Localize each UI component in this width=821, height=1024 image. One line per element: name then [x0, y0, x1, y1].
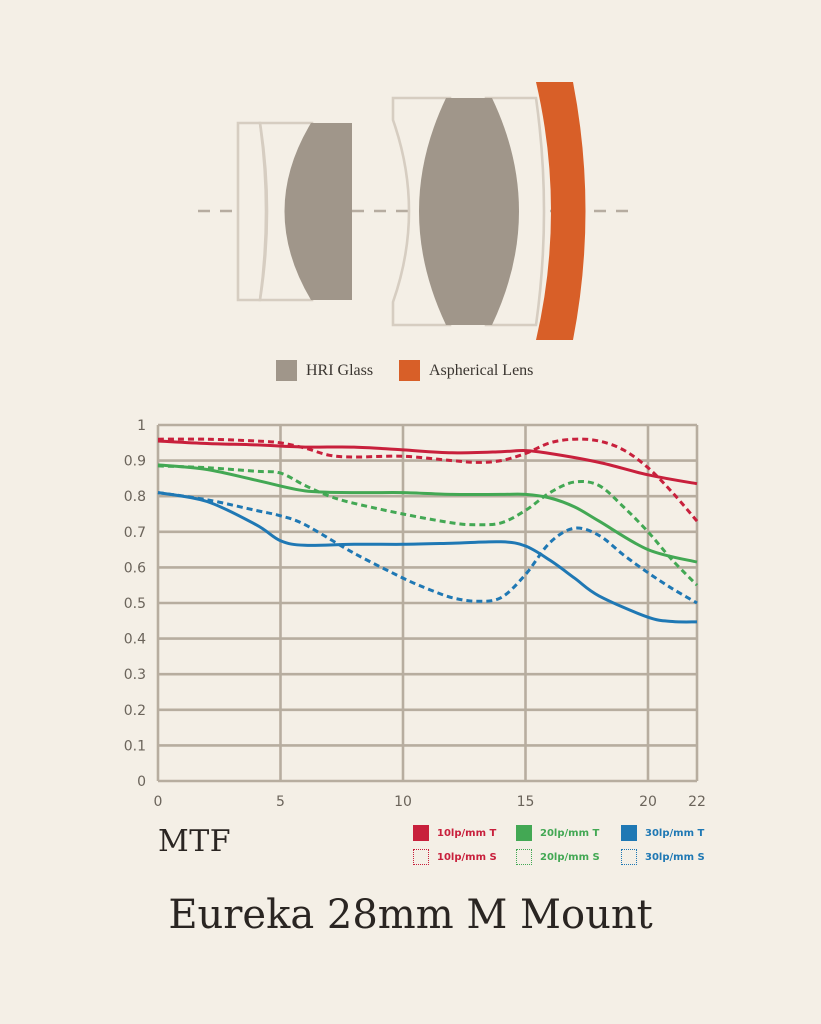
series-line-10lp-mm-s	[157, 437, 699, 523]
legend-label-20lp-s: 20lp/mm S	[540, 851, 600, 863]
legend-label-30lp-s: 30lp/mm S	[645, 851, 705, 863]
legend-item-aspherical-lens: Aspherical Lens	[399, 360, 533, 381]
hri-glass-swatch	[276, 360, 297, 381]
legend-label-10lp-t: 10lp/mm T	[437, 827, 497, 839]
hri-glass-element-3	[284, 123, 352, 300]
x-tick-label-0: 0	[154, 794, 163, 810]
y-tick-label-2: 0.2	[124, 703, 146, 719]
legend-label-30lp-t: 30lp/mm T	[645, 827, 705, 839]
legend-item-30lp-t: 30lp/mm T	[621, 825, 704, 841]
y-tick-label-9: 0.9	[124, 454, 146, 470]
legend-label-20lp-t: 20lp/mm T	[540, 827, 600, 839]
legend-item-10lp-t: 10lp/mm T	[413, 825, 496, 841]
y-tick-label-10: 1	[137, 418, 146, 434]
legend-item-10lp-s: 10lp/mm S	[413, 849, 497, 865]
x-tick-label-1: 5	[276, 794, 285, 810]
x-tick-label-2: 10	[394, 794, 412, 810]
y-tick-label-4: 0.4	[124, 632, 146, 648]
legend-label-aspherical-lens: Aspherical Lens	[429, 361, 534, 379]
legend-label-hri-glass: HRI Glass	[306, 361, 374, 379]
legend-item-hri-glass: HRI Glass	[276, 360, 373, 381]
lens-element-1	[236, 121, 268, 302]
x-tick-label-5: 22	[688, 794, 706, 810]
legend-item-20lp-s: 20lp/mm S	[516, 849, 600, 865]
y-tick-label-3: 0.3	[124, 667, 146, 683]
legend-swatch-20lp-t	[516, 825, 532, 841]
mtf-chart: 00.10.20.30.40.50.60.70.80.910 5 10 15 20 22	[124, 418, 706, 810]
series-line-10lp-mm-t	[157, 439, 698, 486]
series-line-20lp-mm-t	[157, 463, 698, 564]
x-tick-label-4: 20	[639, 794, 657, 810]
series-legend: 10lp/mm T 10lp/mm S 20lp/mm T 20lp/mm S …	[410, 824, 710, 870]
series-line-20lp-mm-s	[157, 464, 699, 587]
hri-glass-element-6	[419, 98, 519, 325]
series-line-30lp-mm-t	[157, 491, 698, 624]
legend-swatch-30lp-t	[621, 825, 637, 841]
mtf-label: MTF	[158, 824, 232, 859]
y-tick-label-7: 0.7	[124, 525, 146, 541]
x-tick-label-3: 15	[517, 794, 535, 810]
y-tick-label-0: 0	[137, 774, 146, 790]
y-tick-label-6: 0.6	[124, 560, 146, 576]
y-tick-label-1: 0.1	[124, 738, 146, 754]
series-line-30lp-mm-s	[157, 491, 698, 605]
legend-item-30lp-s: 30lp/mm S	[621, 849, 705, 865]
legend-swatch-30lp-s	[621, 849, 637, 865]
legend-item-20lp-t: 20lp/mm T	[516, 825, 599, 841]
diagram-legend: HRI Glass Aspherical Lens	[0, 360, 821, 384]
legend-swatch-10lp-s	[413, 849, 429, 865]
aspherical-lens-swatch	[399, 360, 420, 381]
y-tick-label-5: 0.5	[124, 596, 146, 612]
aspherical-lens-element	[536, 82, 586, 340]
page-title: Eureka 28mm M Mount	[168, 892, 653, 938]
legend-swatch-20lp-s	[516, 849, 532, 865]
y-tick-label-8: 0.8	[124, 489, 146, 505]
lens-diagram	[198, 82, 628, 340]
legend-label-10lp-s: 10lp/mm S	[437, 851, 497, 863]
legend-swatch-10lp-t	[413, 825, 429, 841]
